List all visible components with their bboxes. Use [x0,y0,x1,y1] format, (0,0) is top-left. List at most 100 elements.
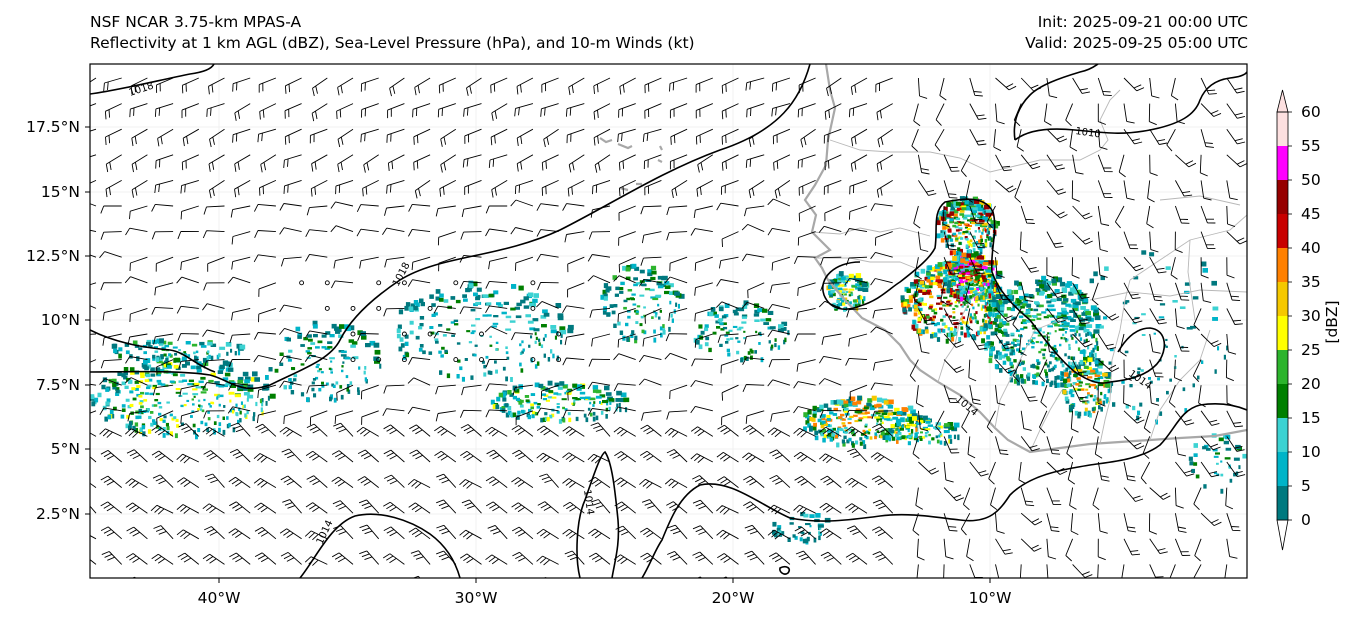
wind-barb [826,77,842,97]
echo-cell [970,277,974,280]
wind-barb [485,280,508,289]
echo-cell [982,318,985,323]
wind-barb [152,579,173,590]
wind-barb [1046,513,1060,532]
echo-cell [519,351,523,355]
echo-cell [1010,307,1015,312]
wind-barb [613,383,636,392]
echo-cell [857,295,860,300]
echo-cell [332,384,336,388]
echo-cell [200,376,206,380]
echo-cell [908,298,913,303]
echo-cell [234,351,237,356]
wind-barb [1200,461,1220,478]
echo-cell [334,326,340,331]
echo-cell [1021,297,1027,301]
echo-cell [854,410,860,414]
wind-barb [935,410,945,434]
wind-barb [334,410,354,424]
wind-barb [100,450,122,463]
echo-cell [812,413,817,418]
wind-barb [590,422,611,437]
echo-cell [1079,296,1084,302]
wind-barb [435,410,456,422]
echo-cell [768,340,771,344]
echo-cell [619,290,624,294]
echo-cell [172,346,178,349]
echo-cell [229,409,233,413]
echo-cell [573,402,576,405]
echo-cell [124,385,129,389]
wind-barb [917,333,930,354]
echo-cell [1184,408,1188,413]
echo-cell [1213,455,1219,458]
echo-cell [505,376,508,382]
echo-cell [968,283,975,287]
echo-cell [626,336,630,342]
wind-barb [844,277,868,286]
echo-cell [311,387,315,392]
echo-cell [1148,377,1151,380]
echo-cell [115,392,120,396]
echo-cell [781,321,788,326]
echo-cell [605,407,608,412]
echo-cell [1019,301,1025,305]
echo-cell [246,410,249,415]
echo-cell [192,388,198,391]
echo-cell [958,285,962,289]
echo-cell [631,293,636,296]
echo-cell [1077,368,1083,372]
wind-barb [253,203,276,212]
wind-barb [459,306,482,315]
echo-cell [186,399,190,402]
wind-barb [337,128,354,148]
echo-cell [777,525,782,529]
echo-cell [1037,329,1042,332]
echo-cell [536,406,541,409]
echo-cell [619,407,622,413]
echo-cell [631,263,637,269]
echo-cell [984,242,988,247]
echo-cell [958,274,963,277]
wind-barb [824,154,842,171]
echo-cell [1137,410,1141,416]
wind-barb [1174,282,1190,301]
echo-cell [1035,288,1041,292]
echo-cell [1068,304,1075,308]
echo-cell [974,214,981,218]
wind-barb [746,103,765,118]
echo-cell [1039,341,1043,344]
echo-cell [769,326,776,330]
echo-cell [857,419,863,422]
echo-cell [829,280,835,285]
echo-cell [1058,324,1065,327]
echo-cell [175,391,181,394]
echo-cell [988,293,992,299]
wind-barb [1175,590,1189,608]
wind-barb [1097,205,1110,226]
echo-cell [969,290,973,294]
wind-barb [1072,282,1090,299]
wind-barb [383,526,405,540]
echo-cell [968,227,971,230]
echo-cell [974,230,977,233]
lon-label: 30°W [454,589,498,607]
wind-barb [767,379,791,387]
echo-cell [658,316,661,320]
echo-cell [1214,369,1217,374]
wind-barb [1019,564,1022,578]
echo-cell [1091,407,1095,412]
echo-cell [536,361,540,366]
echo-cell [946,300,950,303]
wind-barb [1118,154,1126,178]
echo-cell [857,287,864,292]
wind-barb [845,477,868,488]
wind-barb [1073,590,1087,608]
echo-cell [806,536,810,541]
wind-barb [1226,538,1238,559]
wind-barb [360,128,379,143]
echo-cell [961,207,967,211]
wind-barb [1149,538,1168,555]
wind-barb [435,384,456,395]
echo-cell [1058,328,1065,331]
